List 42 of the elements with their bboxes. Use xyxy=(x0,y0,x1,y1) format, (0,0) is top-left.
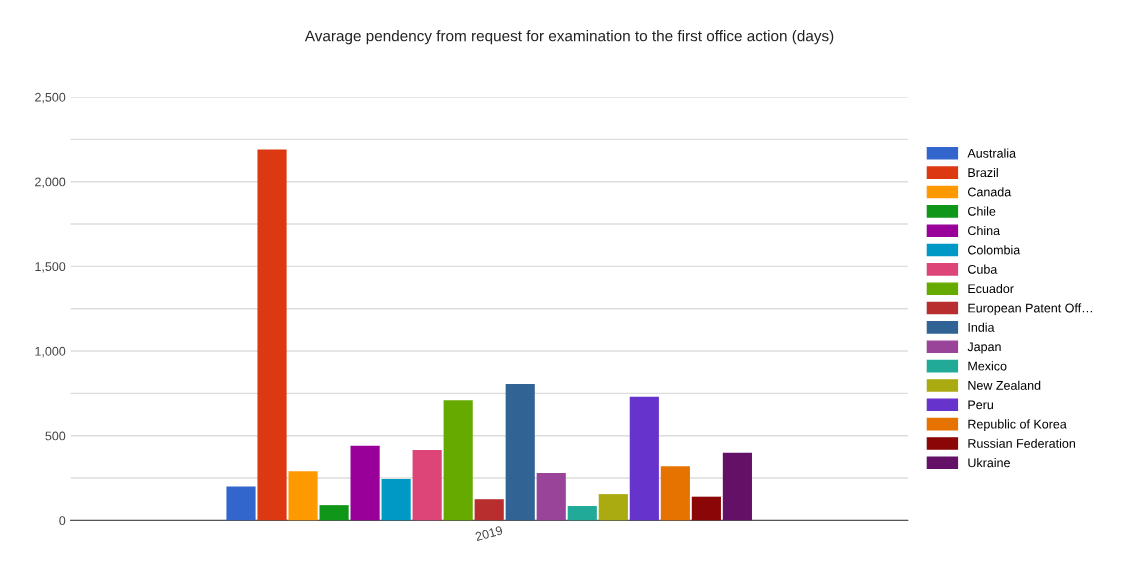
legend-label: Peru xyxy=(968,400,993,410)
legend-label: Australia xyxy=(967,148,1017,158)
legend-label: Chile xyxy=(968,206,996,216)
bar xyxy=(474,499,504,521)
legend-label: Colombia xyxy=(968,245,1021,255)
bar xyxy=(381,478,411,521)
text: 500 xyxy=(45,431,66,441)
bar xyxy=(319,505,349,521)
bar xyxy=(412,450,442,521)
legend-label: New Zealand xyxy=(968,380,1041,390)
legend-label: Canada xyxy=(968,187,1012,197)
bar xyxy=(226,486,256,521)
legend-label: Russian Federation xyxy=(968,438,1075,448)
y-tick-label: 1,500 xyxy=(35,262,66,273)
bar xyxy=(722,452,752,521)
bar xyxy=(598,494,628,521)
legend-label: Mexico xyxy=(968,361,1007,371)
legend-label: Japan xyxy=(967,342,1001,354)
bar xyxy=(660,466,690,521)
x-tick-label: 2019 xyxy=(474,525,503,542)
bar xyxy=(443,400,473,521)
legend-label: Ecuador xyxy=(968,283,1014,294)
bar xyxy=(567,505,597,521)
legend-label: Republic of Korea xyxy=(968,419,1067,431)
y-tick-label: 2,000 xyxy=(35,177,66,188)
bar xyxy=(288,471,318,521)
bar xyxy=(536,472,566,521)
legend-label: Ukraine xyxy=(968,458,1010,468)
legend-label: India xyxy=(968,322,995,332)
legend-label: Cuba xyxy=(968,264,998,274)
legend-label: China xyxy=(968,225,1001,236)
chart-title: Avarage pendency from request for examination to the first office action (days) xyxy=(304,30,834,45)
bar xyxy=(350,445,380,521)
legend-label: Brazil xyxy=(968,167,998,178)
y-tick-label: 1,000 xyxy=(35,346,66,358)
bar xyxy=(257,149,287,521)
bar xyxy=(505,384,535,521)
bar xyxy=(629,396,659,521)
y-tick-label: 2,500 xyxy=(35,92,66,104)
legend-label: European Patent Off… xyxy=(968,303,1092,315)
y-tick-label: 0 xyxy=(59,516,66,526)
bar xyxy=(691,496,721,521)
